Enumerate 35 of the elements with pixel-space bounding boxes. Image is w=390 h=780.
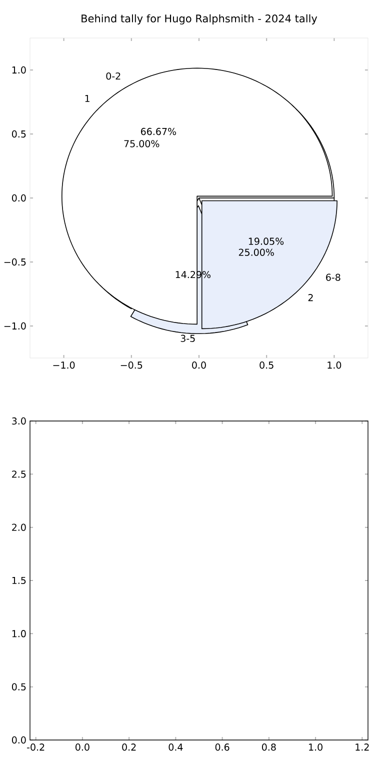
slice-label: 2 — [308, 294, 313, 302]
x-tick-label: 0.0 — [76, 744, 90, 751]
chart-title: Behind tally for Hugo Ralphsmith - 2024 tally — [82, 14, 318, 24]
x-tick-label: 0.6 — [215, 744, 230, 751]
data-label: 25.00% — [238, 248, 274, 256]
y-tick-label: 2.5 — [12, 470, 26, 478]
x-tick-label: 0.8 — [262, 744, 276, 751]
y-tick-label: 0.5 — [12, 683, 26, 690]
data-label: 19.05% — [248, 238, 284, 245]
x-tick-label: 1.0 — [328, 362, 342, 369]
y-tick-label: 3.0 — [12, 417, 26, 425]
y-tick-label: 0.5 — [12, 130, 26, 138]
y-tick-label: 1.0 — [12, 66, 26, 74]
x-tick-label: 0.2 — [122, 744, 136, 751]
x-tick-label: 0.0 — [192, 362, 206, 369]
y-tick-label: 1.0 — [12, 630, 26, 638]
data-label: 75.00% — [124, 140, 160, 148]
x-tick-label: −0.5 — [120, 362, 142, 369]
x-tick-label: 1.2 — [356, 744, 369, 751]
x-tick-label: -0.2 — [27, 744, 44, 751]
slice-label: 6-8 — [326, 274, 340, 281]
y-tick-label: 1.5 — [12, 576, 26, 584]
x-tick-label: 0.5 — [260, 362, 274, 369]
slice-label: 1 — [85, 94, 90, 102]
x-tick-label: 1.0 — [309, 744, 322, 751]
y-tick-label: 0.0 — [12, 194, 26, 202]
y-tick-label: 0.0 — [12, 736, 26, 744]
y-tick-label: −1.0 — [4, 322, 26, 330]
x-tick-label: −1.0 — [53, 362, 75, 369]
slice-label: 3-5 — [180, 334, 195, 342]
slice-label: 0-2 — [106, 72, 120, 80]
data-label: 66.67% — [141, 128, 176, 136]
y-tick-label: 2.0 — [12, 524, 26, 531]
x-tick-label: 0.4 — [168, 744, 183, 751]
y-tick-label: −0.5 — [4, 258, 26, 266]
